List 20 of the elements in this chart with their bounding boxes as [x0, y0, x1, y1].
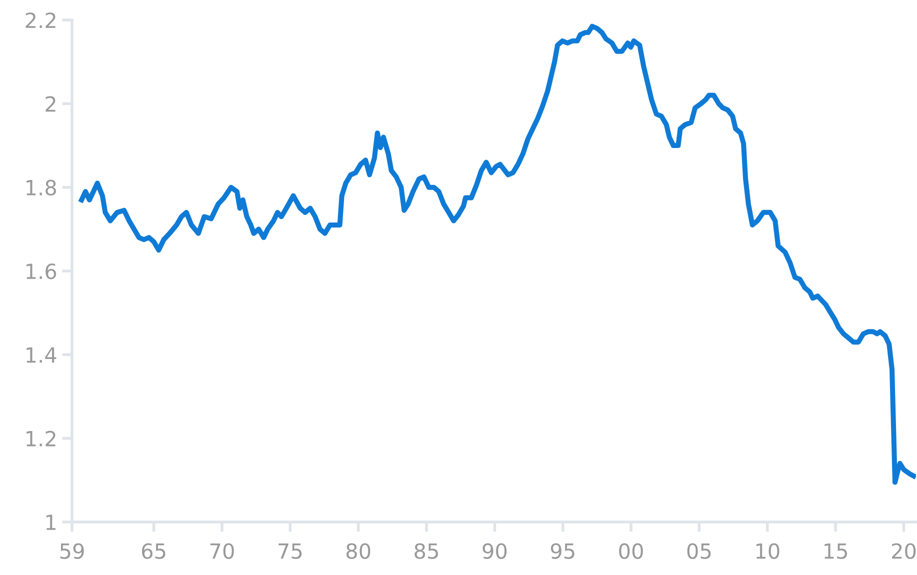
x-tick-label: 05	[687, 543, 711, 559]
y-tick-label: 2	[46, 96, 56, 112]
y-tick-label: 1.2	[26, 430, 56, 446]
x-tick-label: 70	[210, 543, 234, 559]
y-tick-label: 2.2	[26, 12, 56, 28]
x-tick-label: 85	[414, 543, 438, 559]
y-tick-label: 1.8	[26, 180, 56, 196]
y-tick-label: 1.4	[26, 347, 56, 363]
x-tick-label: 00	[619, 543, 643, 559]
x-tick-label: 20	[892, 543, 916, 559]
x-tick-label: 95	[550, 543, 574, 559]
x-tick-label: 90	[482, 543, 507, 559]
y-tick-label: 1	[46, 514, 56, 530]
x-tick-label: 59	[60, 543, 84, 559]
x-tick-label: 80	[346, 543, 370, 559]
y-tick-label: 1.6	[26, 263, 56, 280]
x-tick-label: 10	[756, 543, 780, 559]
x-tick-label: 75	[278, 543, 302, 559]
x-tick-label: 15	[824, 543, 847, 559]
x-tick-label: 65	[142, 543, 166, 559]
